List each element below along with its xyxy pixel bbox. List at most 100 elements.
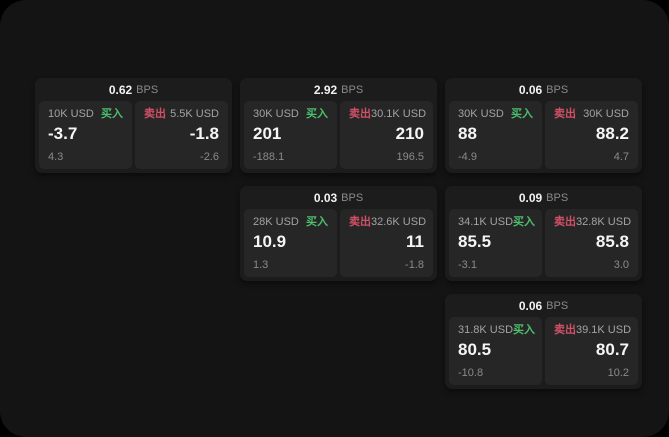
sell-amount: 32.8K USD [576, 216, 632, 228]
buy-delta: -10.8 [458, 367, 484, 379]
quote-card: 0.06 BPS 30K USD 买入 88 -4.9 卖出 30K USD [445, 78, 642, 173]
quote-card: 0.06 BPS 31.8K USD 买入 80.5 -10.8 卖出 39.1… [445, 294, 642, 389]
sell-quote-panel[interactable]: 卖出 39.1K USD 80.7 10.2 [545, 317, 638, 385]
buy-quote-panel[interactable]: 28K USD 买入 10.9 1.3 [244, 209, 337, 277]
quote-card: 0.03 BPS 28K USD 买入 10.9 1.3 卖出 32.6K US… [240, 186, 437, 281]
buy-panel-top: 10K USD 买入 [48, 108, 123, 121]
sell-button[interactable]: 卖出 [349, 108, 371, 120]
sell-price: 11 [406, 232, 424, 251]
sell-amount: 30.1K USD [371, 108, 427, 120]
buy-amount: 10K USD [48, 108, 94, 120]
bps-unit-label: BPS [546, 83, 569, 96]
sell-price: 88.2 [595, 124, 629, 143]
sell-amount: 30K USD [583, 108, 629, 120]
sell-button[interactable]: 卖出 [554, 324, 576, 336]
bps-value: 2.92 [313, 82, 338, 97]
buy-price: 201 [253, 124, 282, 143]
buy-price: -3.7 [48, 124, 78, 143]
bps-value: 0.06 [518, 82, 543, 97]
buy-delta: 1.3 [253, 259, 269, 271]
buy-quote-panel[interactable]: 34.1K USD 买入 85.5 -3.1 [449, 209, 542, 277]
buy-price: 10.9 [253, 232, 287, 251]
bps-value: 0.62 [108, 82, 133, 97]
bps-header: 0.62 BPS [39, 78, 228, 101]
buy-quote-panel[interactable]: 31.8K USD 买入 80.5 -10.8 [449, 317, 542, 385]
buy-button[interactable]: 买入 [306, 216, 328, 228]
quote-panels: 28K USD 买入 10.9 1.3 卖出 32.6K USD 11 -1.8 [244, 209, 433, 277]
bps-header: 2.92 BPS [244, 78, 433, 101]
quote-card: 2.92 BPS 30K USD 买入 201 -188.1 卖出 30.1K … [240, 78, 437, 173]
buy-button[interactable]: 买入 [101, 108, 123, 120]
sell-button[interactable]: 卖出 [144, 108, 166, 120]
sell-quote-panel[interactable]: 卖出 32.8K USD 85.8 3.0 [545, 209, 638, 277]
bps-header: 0.03 BPS [244, 186, 433, 209]
sell-quote-panel[interactable]: 卖出 5.5K USD -1.8 -2.6 [135, 101, 228, 169]
sell-amount: 32.6K USD [371, 216, 427, 228]
buy-price: 80.5 [458, 340, 492, 359]
sell-delta: 3.0 [613, 259, 629, 271]
sell-price: -1.8 [189, 124, 219, 143]
sell-price: 85.8 [595, 232, 629, 251]
sell-panel-top: 卖出 30.1K USD [349, 108, 427, 121]
quote-card: 0.62 BPS 10K USD 买入 -3.7 4.3 卖出 5.5K USD [35, 78, 232, 173]
sell-price: 210 [395, 124, 424, 143]
bps-header: 0.09 BPS [449, 186, 638, 209]
sell-button[interactable]: 卖出 [554, 108, 576, 120]
buy-panel-top: 28K USD 买入 [253, 216, 328, 229]
quote-grid: 0.62 BPS 10K USD 买入 -3.7 4.3 卖出 5.5K USD [35, 78, 642, 389]
quote-panels: 31.8K USD 买入 80.5 -10.8 卖出 39.1K USD 80.… [449, 317, 638, 385]
buy-button[interactable]: 买入 [513, 216, 536, 228]
sell-delta: 10.2 [607, 367, 629, 379]
sell-panel-top: 卖出 5.5K USD [144, 108, 219, 121]
sell-quote-panel[interactable]: 卖出 30.1K USD 210 196.5 [340, 101, 433, 169]
quote-panels: 30K USD 买入 201 -188.1 卖出 30.1K USD 210 1… [244, 101, 433, 169]
sell-quote-panel[interactable]: 卖出 30K USD 88.2 4.7 [545, 101, 638, 169]
buy-button[interactable]: 买入 [511, 108, 533, 120]
buy-price: 88 [458, 124, 477, 143]
sell-button[interactable]: 卖出 [349, 216, 371, 228]
sell-amount: 5.5K USD [170, 108, 219, 120]
sell-button[interactable]: 卖出 [554, 216, 576, 228]
buy-panel-top: 30K USD 买入 [253, 108, 328, 121]
bps-unit-label: BPS [546, 191, 569, 204]
buy-delta: 4.3 [48, 151, 64, 163]
buy-button[interactable]: 买入 [513, 324, 536, 336]
sell-panel-top: 卖出 39.1K USD [554, 324, 632, 337]
quote-panels: 10K USD 买入 -3.7 4.3 卖出 5.5K USD -1.8 -2.… [39, 101, 228, 169]
bps-unit-label: BPS [341, 83, 364, 96]
quote-card: 0.09 BPS 34.1K USD 买入 85.5 -3.1 卖出 32.8K… [445, 186, 642, 281]
buy-delta: -4.9 [458, 151, 477, 163]
buy-amount: 30K USD [253, 108, 299, 120]
buy-amount: 31.8K USD [458, 324, 514, 336]
buy-amount: 30K USD [458, 108, 504, 120]
quote-panels: 30K USD 买入 88 -4.9 卖出 30K USD 88.2 4.7 [449, 101, 638, 169]
sell-price: 80.7 [595, 340, 629, 359]
bps-value: 0.06 [518, 298, 543, 313]
sell-panel-top: 卖出 32.6K USD [349, 216, 427, 229]
bps-unit-label: BPS [546, 299, 569, 312]
bps-value: 0.03 [313, 190, 338, 205]
buy-amount: 34.1K USD [458, 216, 514, 228]
quote-panels: 34.1K USD 买入 85.5 -3.1 卖出 32.8K USD 85.8… [449, 209, 638, 277]
sell-delta: -1.8 [405, 259, 424, 271]
buy-quote-panel[interactable]: 30K USD 买入 88 -4.9 [449, 101, 542, 169]
buy-panel-top: 34.1K USD 买入 [458, 216, 536, 229]
bps-unit-label: BPS [341, 191, 364, 204]
sell-panel-top: 卖出 32.8K USD [554, 216, 632, 229]
bps-header: 0.06 BPS [449, 78, 638, 101]
sell-delta: -2.6 [200, 151, 219, 163]
buy-panel-top: 30K USD 买入 [458, 108, 533, 121]
buy-delta: -188.1 [253, 151, 285, 163]
buy-button[interactable]: 买入 [306, 108, 328, 120]
buy-delta: -3.1 [458, 259, 477, 271]
buy-amount: 28K USD [253, 216, 299, 228]
buy-quote-panel[interactable]: 30K USD 买入 201 -188.1 [244, 101, 337, 169]
bps-header: 0.06 BPS [449, 294, 638, 317]
sell-amount: 39.1K USD [576, 324, 632, 336]
sell-quote-panel[interactable]: 卖出 32.6K USD 11 -1.8 [340, 209, 433, 277]
sell-panel-top: 卖出 30K USD [554, 108, 629, 121]
buy-quote-panel[interactable]: 10K USD 买入 -3.7 4.3 [39, 101, 132, 169]
sell-delta: 4.7 [613, 151, 629, 163]
sell-delta: 196.5 [396, 151, 424, 163]
bps-value: 0.09 [518, 190, 543, 205]
